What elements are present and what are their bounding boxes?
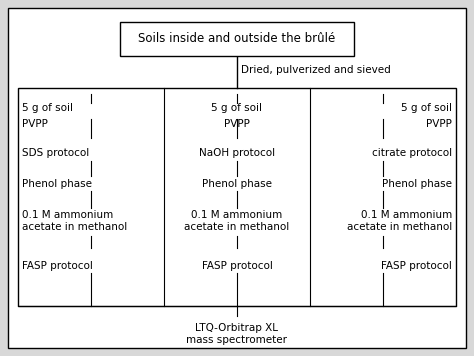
- Text: 0.1 M ammonium
acetate in methanol: 0.1 M ammonium acetate in methanol: [184, 210, 290, 232]
- Text: 5 g of soil: 5 g of soil: [211, 103, 263, 113]
- Text: Dried, pulverized and sieved: Dried, pulverized and sieved: [241, 65, 391, 75]
- Text: 5 g of soil: 5 g of soil: [401, 103, 452, 113]
- Text: 5 g of soil: 5 g of soil: [22, 103, 73, 113]
- Text: FASP protocol: FASP protocol: [22, 261, 93, 271]
- Text: Phenol phase: Phenol phase: [382, 179, 452, 189]
- Text: 0.1 M ammonium
acetate in methanol: 0.1 M ammonium acetate in methanol: [22, 210, 127, 232]
- Text: SDS protocol: SDS protocol: [22, 148, 89, 158]
- Text: FASP protocol: FASP protocol: [201, 261, 273, 271]
- Text: Soils inside and outside the brûlé: Soils inside and outside the brûlé: [138, 32, 336, 46]
- Text: PVPP: PVPP: [22, 119, 48, 129]
- Text: FASP protocol: FASP protocol: [381, 261, 452, 271]
- Bar: [18, 88, 456, 306]
- Text: citrate protocol: citrate protocol: [372, 148, 452, 158]
- Text: PVPP: PVPP: [426, 119, 452, 129]
- Text: NaOH protocol: NaOH protocol: [199, 148, 275, 158]
- Bar: [120, 22, 354, 56]
- Text: PVPP: PVPP: [224, 119, 250, 129]
- Text: Phenol phase: Phenol phase: [22, 179, 92, 189]
- Text: 0.1 M ammonium
acetate in methanol: 0.1 M ammonium acetate in methanol: [347, 210, 452, 232]
- Text: LTQ-Orbitrap XL
mass spectrometer: LTQ-Orbitrap XL mass spectrometer: [186, 323, 288, 345]
- Text: Phenol phase: Phenol phase: [202, 179, 272, 189]
